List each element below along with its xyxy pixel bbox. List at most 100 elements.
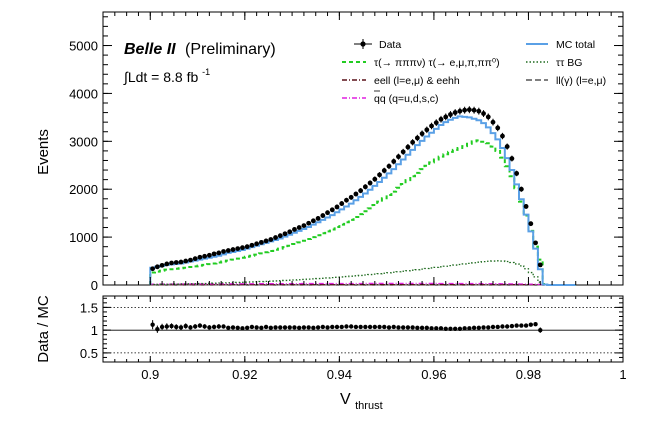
ratio-point xyxy=(179,325,183,329)
ratio-point xyxy=(354,325,358,329)
y-tick-label: 0 xyxy=(91,278,98,293)
ratio-point xyxy=(236,326,240,330)
data-point xyxy=(292,227,297,232)
ratio-point xyxy=(491,325,495,329)
ratio-point xyxy=(321,325,325,329)
data-point xyxy=(472,108,477,113)
ratio-point xyxy=(439,326,443,330)
ratio-point xyxy=(373,325,377,329)
x-axis-title-sub: thrust xyxy=(355,400,383,412)
data-point xyxy=(240,245,245,250)
ratio-point xyxy=(165,324,169,328)
data-point xyxy=(514,171,519,176)
ratio-y-tick-label: 0.5 xyxy=(80,346,98,361)
data-point xyxy=(202,254,207,259)
ratio-y-tick-label: 1 xyxy=(91,323,98,338)
data-point xyxy=(396,154,401,159)
ratio-point xyxy=(519,323,523,327)
ratio-point xyxy=(500,324,504,328)
data-point xyxy=(401,149,406,154)
data-point xyxy=(349,195,354,200)
data-point xyxy=(188,258,193,263)
ratio-panel-marks xyxy=(103,307,623,353)
ratio-point xyxy=(292,325,296,329)
data-point xyxy=(424,127,429,132)
data-point xyxy=(316,216,321,221)
data-point xyxy=(453,110,458,115)
ratio-point xyxy=(240,326,244,330)
data-point xyxy=(387,164,392,169)
x-tick-label: 0.92 xyxy=(232,367,257,382)
data-point xyxy=(193,256,198,261)
ratio-point xyxy=(472,326,476,330)
ratio-point xyxy=(477,326,481,330)
ratio-point xyxy=(344,324,348,328)
data-point xyxy=(519,187,524,192)
ratio-point xyxy=(188,325,192,329)
main-panel-marks xyxy=(150,106,575,285)
ratio-point xyxy=(444,327,448,331)
data-point xyxy=(372,177,377,182)
ratio-point xyxy=(202,324,206,328)
ratio-point xyxy=(420,326,424,330)
data-point xyxy=(287,229,292,234)
data-point xyxy=(212,251,217,256)
ratio-point xyxy=(481,325,485,329)
ratio-point xyxy=(231,325,235,329)
ratio-point xyxy=(259,326,263,330)
legend-signal-label: τ(→ πππν) τ(→ e,μ,π,ππ⁰) xyxy=(374,57,500,69)
ratio-point xyxy=(155,327,159,331)
ratio-point xyxy=(193,324,197,328)
data-point xyxy=(458,109,463,114)
data-point xyxy=(320,213,325,218)
x-tick-label: 0.96 xyxy=(421,367,446,382)
data-point xyxy=(259,240,264,245)
ratio-point xyxy=(448,327,452,331)
experiment-name: Belle II xyxy=(124,41,176,58)
data-point xyxy=(434,120,439,125)
data-point xyxy=(235,246,240,251)
data-point xyxy=(335,205,340,210)
ratio-point xyxy=(335,325,339,329)
ratio-point xyxy=(453,327,457,331)
data-point xyxy=(377,172,382,177)
luminosity-text: ∫Ldt = 8.8 fb xyxy=(123,69,198,85)
data-point xyxy=(486,114,491,119)
data-point xyxy=(169,261,174,266)
data-point xyxy=(429,124,434,129)
ratio-point xyxy=(382,325,386,329)
data-point xyxy=(231,247,236,252)
ratio-point xyxy=(340,325,344,329)
x-tick-label: 0.98 xyxy=(516,367,541,382)
ratio-point xyxy=(486,325,490,329)
data-point xyxy=(382,168,387,173)
data-point xyxy=(415,136,420,141)
ratio-point xyxy=(368,325,372,329)
data-point xyxy=(198,255,203,260)
data-point xyxy=(330,207,335,212)
ratio-point xyxy=(377,325,381,329)
data-point xyxy=(363,184,368,189)
data-point xyxy=(439,117,444,122)
data-point xyxy=(216,251,221,256)
data-point xyxy=(311,218,316,223)
data-point xyxy=(174,260,179,265)
ratio-point xyxy=(174,325,178,329)
data-point xyxy=(344,198,349,203)
experiment-status: (Preliminary) xyxy=(185,41,276,58)
x-tick-label: 0.94 xyxy=(327,367,352,382)
data-point xyxy=(339,201,344,206)
ratio-point xyxy=(288,325,292,329)
ratio-point xyxy=(538,328,542,332)
data-point xyxy=(278,233,283,238)
data-point xyxy=(391,159,396,164)
ratio-point xyxy=(160,325,164,329)
ratio-point xyxy=(524,323,528,327)
data-point xyxy=(500,134,505,139)
experiment-label: Belle II (Preliminary) xyxy=(124,41,276,58)
ratio-point xyxy=(254,325,258,329)
ratio-point xyxy=(410,325,414,329)
ratio-point xyxy=(217,324,221,328)
data-point xyxy=(325,210,330,215)
data-point xyxy=(510,156,515,161)
